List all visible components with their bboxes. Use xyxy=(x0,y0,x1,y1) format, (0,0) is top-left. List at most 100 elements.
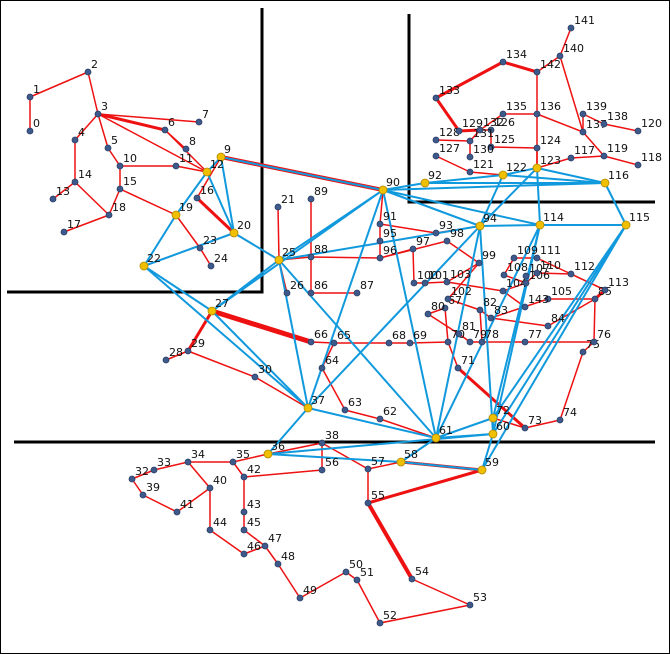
bus-node-76[interactable] xyxy=(590,338,598,346)
bus-node-18[interactable] xyxy=(105,211,113,219)
bus-node-14[interactable] xyxy=(71,178,79,186)
bus-node-122[interactable] xyxy=(498,170,508,180)
bus-node-50[interactable] xyxy=(342,568,350,576)
bus-node-9[interactable] xyxy=(216,152,226,162)
bus-node-98[interactable] xyxy=(443,237,451,245)
bus-node-102[interactable] xyxy=(444,295,452,303)
bus-node-83[interactable] xyxy=(487,314,495,322)
bus-node-40[interactable] xyxy=(206,484,214,492)
bus-node-16[interactable] xyxy=(193,194,201,202)
bus-node-47[interactable] xyxy=(261,542,269,550)
bus-node-58[interactable] xyxy=(396,457,406,467)
bus-node-80[interactable] xyxy=(424,310,432,318)
bus-node-30[interactable] xyxy=(251,373,259,381)
bus-node-35[interactable] xyxy=(229,458,237,466)
bus-node-86[interactable] xyxy=(307,289,315,297)
bus-node-138[interactable] xyxy=(600,120,608,128)
bus-node-81[interactable] xyxy=(455,330,463,338)
bus-node-94[interactable] xyxy=(475,221,485,231)
bus-node-105[interactable] xyxy=(544,295,552,303)
bus-node-62[interactable] xyxy=(376,415,384,423)
bus-node-126[interactable] xyxy=(487,126,495,134)
bus-node-42[interactable] xyxy=(240,473,248,481)
bus-node-53[interactable] xyxy=(466,601,474,609)
bus-node-131[interactable] xyxy=(466,137,474,145)
bus-node-66[interactable] xyxy=(307,338,315,346)
bus-node-116[interactable] xyxy=(600,178,610,188)
bus-node-118[interactable] xyxy=(634,161,642,169)
bus-node-48[interactable] xyxy=(274,560,282,568)
bus-node-75[interactable] xyxy=(579,348,587,356)
bus-node-2[interactable] xyxy=(84,68,92,76)
bus-node-115[interactable] xyxy=(621,220,631,230)
bus-node-11[interactable] xyxy=(172,162,180,170)
bus-node-97[interactable] xyxy=(409,245,417,253)
bus-node-134[interactable] xyxy=(499,58,507,66)
bus-node-34[interactable] xyxy=(184,458,192,466)
bus-node-99[interactable] xyxy=(475,259,483,267)
bus-node-67[interactable] xyxy=(441,304,449,312)
bus-node-6[interactable] xyxy=(161,126,169,134)
bus-node-108[interactable] xyxy=(500,271,508,279)
bus-node-74[interactable] xyxy=(556,416,564,424)
bus-node-22[interactable] xyxy=(139,261,149,271)
bus-node-49[interactable] xyxy=(296,594,304,602)
bus-node-54[interactable] xyxy=(408,575,416,583)
bus-node-136[interactable] xyxy=(533,110,541,118)
bus-node-1[interactable] xyxy=(26,93,34,101)
bus-node-93[interactable] xyxy=(432,229,440,237)
bus-node-125[interactable] xyxy=(487,143,495,151)
bus-node-129[interactable] xyxy=(455,127,463,135)
bus-node-112[interactable] xyxy=(567,270,575,278)
bus-node-4[interactable] xyxy=(71,136,79,144)
bus-node-32[interactable] xyxy=(128,475,136,483)
bus-node-135[interactable] xyxy=(499,110,507,118)
bus-node-12[interactable] xyxy=(202,167,212,177)
bus-node-85[interactable] xyxy=(591,295,599,303)
bus-node-123[interactable] xyxy=(532,163,542,173)
bus-node-8[interactable] xyxy=(182,145,190,153)
bus-node-72[interactable] xyxy=(488,413,498,423)
bus-node-65[interactable] xyxy=(330,339,338,347)
bus-node-68[interactable] xyxy=(385,339,393,347)
bus-node-117[interactable] xyxy=(567,154,575,162)
bus-node-33[interactable] xyxy=(150,466,158,474)
bus-node-90[interactable] xyxy=(378,185,388,195)
bus-node-23[interactable] xyxy=(196,244,204,252)
bus-node-26[interactable] xyxy=(283,289,291,297)
bus-node-61[interactable] xyxy=(431,433,441,443)
bus-node-141[interactable] xyxy=(567,24,575,32)
bus-node-79[interactable] xyxy=(466,338,474,346)
bus-node-77[interactable] xyxy=(521,338,529,346)
bus-node-41[interactable] xyxy=(173,508,181,516)
bus-node-128[interactable] xyxy=(432,136,440,144)
bus-node-3[interactable] xyxy=(94,110,102,118)
bus-node-101[interactable] xyxy=(421,279,429,287)
bus-node-91[interactable] xyxy=(376,220,384,228)
bus-node-87[interactable] xyxy=(353,289,361,297)
bus-node-70[interactable] xyxy=(444,338,452,346)
bus-node-130[interactable] xyxy=(466,153,474,161)
bus-node-59[interactable] xyxy=(477,465,487,475)
bus-node-13[interactable] xyxy=(49,195,57,203)
bus-node-29[interactable] xyxy=(184,347,192,355)
bus-node-132[interactable] xyxy=(476,126,484,134)
bus-node-15[interactable] xyxy=(116,185,124,193)
bus-node-21[interactable] xyxy=(274,203,282,211)
bus-node-27[interactable] xyxy=(207,306,217,316)
bus-node-120[interactable] xyxy=(634,127,642,135)
bus-node-107[interactable] xyxy=(522,272,530,280)
bus-node-121[interactable] xyxy=(466,168,474,176)
bus-node-133[interactable] xyxy=(432,94,440,102)
bus-node-5[interactable] xyxy=(104,144,112,152)
bus-node-25[interactable] xyxy=(274,255,284,265)
bus-node-114[interactable] xyxy=(535,220,545,230)
bus-node-142[interactable] xyxy=(533,68,541,76)
bus-node-69[interactable] xyxy=(406,339,414,347)
bus-node-73[interactable] xyxy=(521,424,529,432)
bus-node-124[interactable] xyxy=(533,144,541,152)
bus-node-60[interactable] xyxy=(488,429,498,439)
bus-node-38[interactable] xyxy=(318,439,326,447)
bus-node-110[interactable] xyxy=(533,269,541,277)
bus-node-104[interactable] xyxy=(499,287,507,295)
